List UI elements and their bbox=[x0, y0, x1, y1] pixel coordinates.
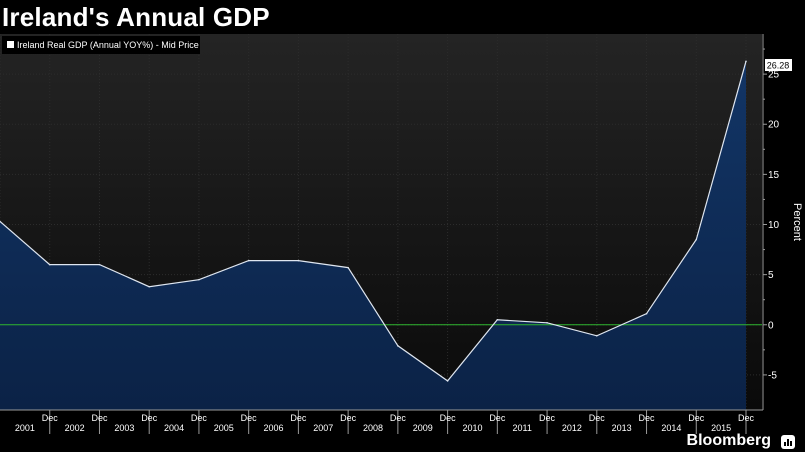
y-axis-label: Percent bbox=[791, 203, 803, 241]
x-tick-dec-label: Dec bbox=[141, 413, 158, 423]
x-year-label: 2001 bbox=[15, 423, 35, 433]
x-tick-dec-label: Dec bbox=[91, 413, 108, 423]
x-year-label: 2003 bbox=[114, 423, 134, 433]
data-point-11 bbox=[546, 321, 548, 324]
bloomberg-chart-icon bbox=[781, 435, 795, 449]
data-point-7 bbox=[347, 266, 349, 269]
last-value-badge bbox=[765, 59, 792, 71]
x-year-label: 2013 bbox=[612, 423, 632, 433]
x-year-label: 2009 bbox=[413, 423, 433, 433]
x-year-label: 2011 bbox=[513, 423, 532, 433]
gdp-area bbox=[0, 61, 746, 411]
data-point-3 bbox=[148, 285, 150, 288]
x-year-label: 2008 bbox=[363, 423, 383, 433]
x-year-label: 2006 bbox=[264, 423, 284, 433]
x-tick-dec-label: Dec bbox=[191, 413, 208, 423]
data-point-6 bbox=[297, 259, 300, 262]
data-point-13 bbox=[645, 312, 648, 315]
chart-title: Ireland's Annual GDP bbox=[2, 2, 270, 32]
x-tick-dec-label: Dec bbox=[290, 413, 307, 423]
legend-box bbox=[2, 36, 200, 54]
data-point-0 bbox=[0, 220, 1, 223]
x-tick-dec-label: Dec bbox=[241, 413, 258, 423]
data-point-1 bbox=[48, 263, 51, 266]
x-tick-dec-label: Dec bbox=[539, 413, 556, 423]
x-tick-dec-label: Dec bbox=[390, 413, 407, 423]
x-year-label: 2015 bbox=[711, 423, 731, 433]
y-tick-label: 20 bbox=[768, 120, 780, 131]
x-tick-dec-label: Dec bbox=[489, 413, 506, 423]
data-point-12 bbox=[596, 335, 598, 337]
y-tick-label: 25 bbox=[768, 70, 780, 81]
y-tick-label: 15 bbox=[768, 170, 780, 181]
data-points bbox=[0, 60, 747, 382]
legend-label: Ireland Real GDP (Annual YOY%) - Mid Pri… bbox=[17, 40, 199, 50]
data-point-10 bbox=[496, 318, 499, 321]
legend-swatch bbox=[7, 41, 14, 48]
x-tick-dec-label: Dec bbox=[688, 413, 705, 423]
x-tick-dec-label: Dec bbox=[440, 413, 457, 423]
data-point-4 bbox=[198, 278, 200, 281]
data-point-8 bbox=[397, 345, 399, 347]
x-tick-dec-label: Dec bbox=[589, 413, 606, 423]
x-tick-dec-label: Dec bbox=[42, 413, 59, 423]
data-point-15 bbox=[745, 60, 747, 63]
y-axis-ticks: -5 0 5 10 15 20 25 bbox=[763, 48, 780, 381]
x-year-label: 2007 bbox=[313, 423, 333, 433]
x-axis-ticks: Dec Dec Dec Dec Dec Dec Dec Dec Dec Dec Dec Dec Dec D… bbox=[15, 410, 755, 434]
bloomberg-logo-text: Bloomberg bbox=[686, 432, 771, 449]
data-point-5 bbox=[247, 259, 250, 262]
x-tick-dec-label: Dec bbox=[738, 413, 755, 423]
data-point-9 bbox=[446, 380, 449, 382]
x-tick-dec-label: Dec bbox=[340, 413, 357, 423]
x-year-label: 2004 bbox=[164, 423, 184, 433]
x-year-label: 2005 bbox=[214, 423, 234, 433]
x-year-label: 2012 bbox=[562, 423, 582, 433]
y-tick-label: 5 bbox=[768, 270, 774, 281]
x-year-label: 2002 bbox=[65, 423, 85, 433]
x-year-label: 2010 bbox=[462, 423, 482, 433]
x-year-label: 2014 bbox=[661, 423, 681, 433]
y-tick-label: -5 bbox=[768, 370, 777, 381]
x-tick-dec-label: Dec bbox=[639, 413, 656, 423]
data-point-2 bbox=[98, 263, 101, 266]
gdp-series-line bbox=[0, 61, 747, 382]
last-value-label: 26.28 bbox=[767, 61, 790, 71]
y-tick-label: 0 bbox=[768, 320, 774, 331]
y-tick-label: 10 bbox=[768, 220, 780, 231]
data-point-14 bbox=[695, 238, 698, 241]
